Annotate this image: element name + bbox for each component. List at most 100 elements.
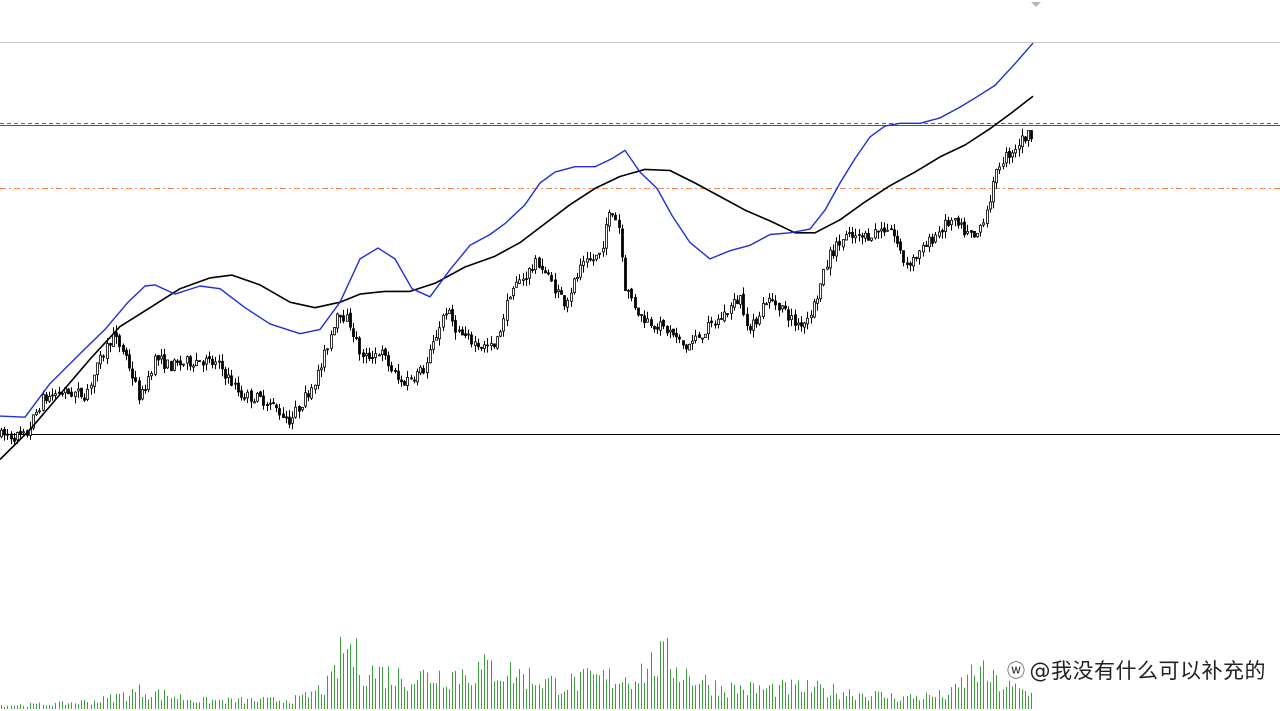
candle-body xyxy=(410,377,413,380)
candle-body xyxy=(147,376,150,390)
candle-body xyxy=(794,314,797,326)
candle-body xyxy=(109,343,112,346)
candle-body xyxy=(179,360,182,366)
candle-body xyxy=(477,342,480,348)
candle-body xyxy=(365,353,368,357)
candle-body xyxy=(774,300,777,306)
candle-body xyxy=(621,228,624,258)
candle-body xyxy=(672,328,675,336)
candle-body xyxy=(1002,163,1005,167)
candle-body xyxy=(992,181,995,203)
candle-body xyxy=(771,299,774,302)
candle-body xyxy=(512,288,515,297)
candle-body xyxy=(150,372,153,377)
candle-body xyxy=(291,417,294,424)
candle-body xyxy=(442,314,445,328)
candle-body xyxy=(819,283,822,300)
candle-body xyxy=(96,362,99,376)
candle-body xyxy=(666,325,669,334)
candle-body xyxy=(947,220,950,226)
candle-body xyxy=(413,379,416,382)
candle-body xyxy=(326,348,329,351)
candle-body xyxy=(518,279,521,284)
moving-averages xyxy=(0,42,1034,461)
candle-body xyxy=(701,337,704,340)
candle-body xyxy=(77,388,80,392)
scroll-marker-icon xyxy=(1031,2,1041,7)
candle-body xyxy=(973,230,976,238)
candle-body xyxy=(384,348,387,356)
candle-body xyxy=(1030,130,1033,140)
candle-body xyxy=(202,361,205,366)
candle-body xyxy=(310,387,313,399)
candle-body xyxy=(723,311,726,322)
candle-body xyxy=(880,228,883,232)
candle-body xyxy=(307,393,310,398)
candle-body xyxy=(730,305,733,314)
candle-body xyxy=(899,241,902,251)
candle-body xyxy=(106,343,109,359)
candle-body xyxy=(22,431,25,434)
candle-body xyxy=(541,265,544,270)
candle-body xyxy=(960,222,963,225)
candle-body xyxy=(902,250,905,263)
candle-body xyxy=(1024,136,1027,142)
candle-body xyxy=(710,320,713,324)
candle-body xyxy=(659,321,662,331)
candle-body xyxy=(637,307,640,316)
candle-body xyxy=(224,368,227,379)
candle-body xyxy=(922,244,925,253)
candle-body xyxy=(285,416,288,419)
candle-body xyxy=(122,344,125,352)
candle-body xyxy=(42,394,45,411)
candle-body xyxy=(688,343,691,351)
candle-body xyxy=(739,295,742,305)
candle-body xyxy=(618,219,621,228)
candle-body xyxy=(470,334,473,345)
candle-body xyxy=(234,382,237,385)
candle-body xyxy=(746,313,749,327)
candle-body xyxy=(221,360,224,370)
candle-body xyxy=(314,384,317,390)
candle-body xyxy=(829,249,832,269)
candle-body xyxy=(259,391,262,397)
candle-body xyxy=(74,391,77,397)
candle-body xyxy=(237,382,240,393)
candle-body xyxy=(896,235,899,244)
candle-body xyxy=(256,392,259,402)
candle-body xyxy=(893,229,896,237)
candle-body xyxy=(736,299,739,304)
candle-body xyxy=(112,333,115,347)
candle-body xyxy=(534,258,537,271)
candle-body xyxy=(192,365,195,368)
candle-body xyxy=(784,305,787,309)
candle-body xyxy=(250,390,253,402)
candle-body xyxy=(918,250,921,259)
candle-body xyxy=(499,331,502,337)
candle-body xyxy=(826,266,829,270)
candle-body xyxy=(160,355,163,360)
candle-body xyxy=(269,402,272,405)
candle-body xyxy=(387,355,390,367)
candle-body xyxy=(445,313,448,316)
candle-body xyxy=(45,394,48,402)
candle-body xyxy=(566,299,569,308)
candle-body xyxy=(118,335,121,347)
candle-body xyxy=(749,326,752,331)
candle-body xyxy=(170,360,173,372)
candle-body xyxy=(810,314,813,318)
candle-body xyxy=(426,362,429,373)
candle-body xyxy=(576,276,579,280)
candle-body xyxy=(966,231,969,234)
candle-body xyxy=(352,328,355,338)
ma-fast-line xyxy=(0,42,1034,418)
candle-body xyxy=(822,269,825,286)
candle-body xyxy=(694,335,697,341)
candle-body xyxy=(720,318,723,320)
candle-body xyxy=(394,369,397,372)
candle-body xyxy=(208,356,211,360)
candle-body xyxy=(698,334,701,338)
candle-body xyxy=(816,298,819,304)
candle-body xyxy=(912,257,915,267)
candle-body xyxy=(182,363,185,366)
